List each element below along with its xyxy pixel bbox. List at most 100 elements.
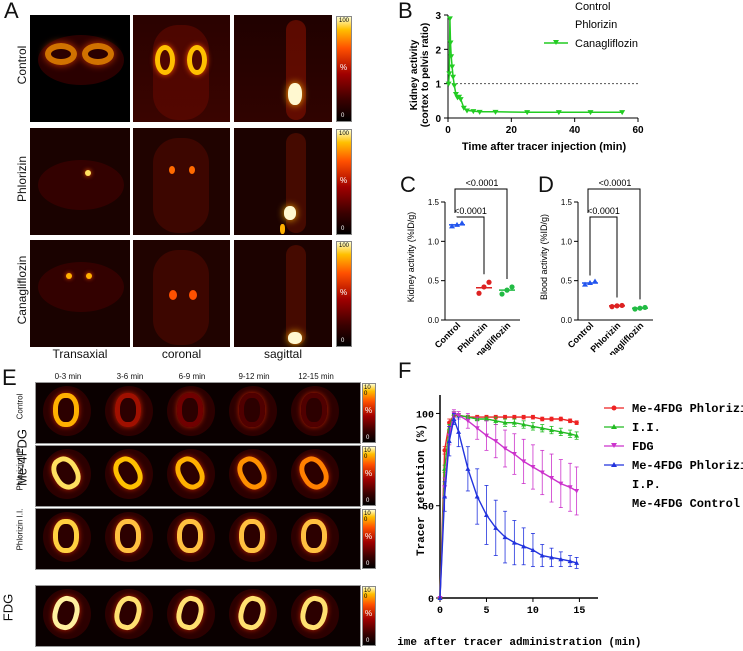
b-data-point [448,54,455,60]
f-data-point [549,476,555,481]
f-data-point [558,429,564,434]
f-data-point [574,560,580,565]
f-data-point [511,420,517,425]
f-legend-label: I.P. [632,478,661,492]
c-data-point [509,284,515,290]
b-data-point [555,110,562,116]
b-xtick-label: 0 [445,125,451,136]
f-data-point [437,595,443,600]
e-col-9-12: 9-12 min [238,372,270,381]
f-data-point [539,425,545,431]
f-legend-marker [611,443,617,448]
f-series-line [439,414,577,599]
e-signal [239,393,265,427]
colorbar-a-row1: 100 % 0 [336,16,352,122]
pet-control-coronal [133,15,230,122]
e-pet-image [100,446,160,504]
f-xtick-label: 10 [527,606,539,617]
e-row-label-phlorizin-ii: Phlorizin I.I. [15,508,25,551]
e-pet-image [38,586,98,644]
d-data-point [614,303,620,309]
f-data-point [512,414,517,420]
f-legend-marker [611,424,617,429]
e-pet-image [224,383,284,441]
pet-phlorizin-sagittal [234,128,332,235]
f-legend-label: Me-4FDG Phlorizin [632,402,743,416]
f-data-point [539,553,545,558]
colorbar-e-row4: 10 0 % 0 [362,586,376,646]
panel-label-c: C [400,172,416,197]
e-pet-image [286,586,346,644]
c-bracket-1 [456,216,485,275]
c-ylabel: Kidney activity (%ID/g) [406,212,416,303]
f-data-point [567,558,573,564]
e-col-12-15: 12-15 min [298,372,334,381]
f-data-point [511,452,517,457]
f-data-point [474,494,480,499]
f-data-point [493,525,499,530]
e-pet-image [162,383,222,441]
e-background-glow [167,589,215,639]
e-pet-image [286,509,346,567]
e-row-label-control: Control [15,393,25,420]
b-data-point [587,110,594,116]
e-pet-image [162,446,222,504]
f-data-point [574,420,579,425]
d-data-point [637,305,643,311]
f-data-point [567,431,573,436]
f-data-point [446,438,452,444]
e-pet-image [162,509,222,567]
e-signal [115,393,141,427]
f-data-point [442,448,447,453]
e-background-glow [167,449,215,499]
b-data-point [452,91,459,97]
c-data-point [449,223,455,229]
c-bracket-2 [454,188,508,279]
e-signal [301,519,327,553]
d-data-point [619,302,625,309]
f-xtick-label: 5 [483,606,489,617]
col-label-sagittal: sagittal [263,347,303,361]
c-pvalue-2: <0.0001 [466,178,499,188]
e-pet-image [100,586,160,644]
f-data-point [530,414,536,420]
f-data-point [474,426,480,431]
panel-label-a: A [4,0,19,23]
e-pet-image [100,509,160,567]
panel-d-chart: 0.00.51.01.5ControlPhlorizinCanagliflozi… [539,178,653,355]
f-xlabel: Time after tracer administration (min) [398,637,641,649]
col-label-coronal: coronal [161,347,202,361]
f-data-point [574,433,580,438]
e-signal [53,393,79,427]
d-data-point [592,278,598,284]
f-data-point [493,439,499,444]
f-data-point [451,416,457,421]
b-ytick-label: 3 [435,11,441,22]
d-ytick-label: 0.5 [561,277,573,286]
b-legend-canagliflozin: Canagliflozin [575,38,638,50]
e-background-glow [43,449,91,499]
f-data-point [549,427,555,433]
colorbar-a-row2: 100 % 0 [336,129,352,235]
col-label-transaxial: Transaxial [52,347,108,361]
panel-label-f: F [398,358,412,383]
d-ytick-label: 0.0 [561,316,573,325]
b-xtick-label: 20 [506,125,518,136]
row-label-control: Control [15,45,29,85]
f-ytick-label: 100 [416,410,434,421]
f-data-point [465,466,471,471]
b-data-point [524,110,531,116]
e-pet-image [38,509,98,567]
f-data-point [442,494,448,499]
f-series-line [439,416,577,599]
f-data-point [456,429,462,434]
b-data-point [492,109,499,115]
f-data-point [567,485,573,490]
e-pet-image [286,446,346,504]
e-pet-image [224,509,284,567]
f-data-point [502,446,508,452]
e-signal [115,519,141,553]
colorbar-e-row3: 10 0 % 0 [362,509,376,569]
b-ytick-label: 2 [435,45,441,56]
f-legend-label: FDG [632,440,654,454]
